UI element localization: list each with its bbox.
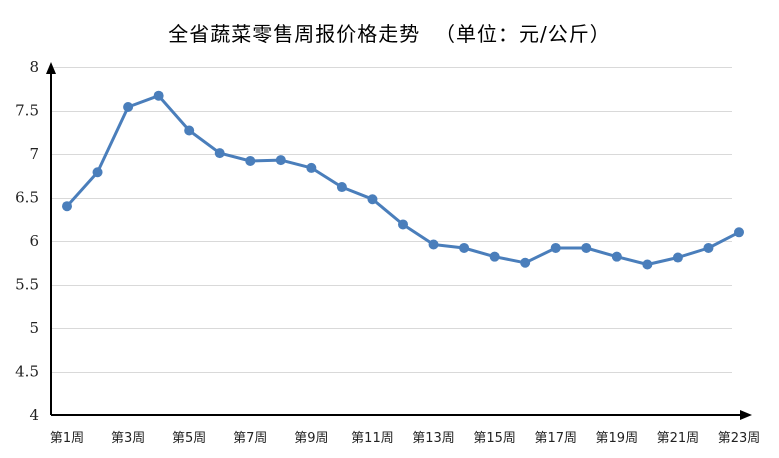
y-tick-label: 6 [29, 232, 39, 250]
data-point [123, 102, 134, 113]
x-tick-label: 第11周 [351, 431, 394, 446]
data-point [336, 182, 347, 193]
data-point [734, 227, 744, 238]
x-tick-label: 第7周 [233, 431, 267, 446]
data-point [153, 90, 164, 101]
x-tick-label: 第17周 [534, 431, 577, 446]
x-tick-label: 第15周 [473, 431, 516, 446]
x-tick-label: 第21周 [657, 431, 700, 446]
x-tick-label: 第3周 [111, 431, 145, 446]
series-line [65, 94, 741, 266]
data-point [92, 167, 103, 178]
x-tick-label: 第9周 [294, 431, 328, 446]
data-point [428, 239, 439, 250]
data-point [703, 242, 714, 253]
series [62, 90, 744, 270]
axes [46, 62, 752, 420]
data-point [581, 242, 592, 253]
y-tick-label: 7 [29, 145, 39, 163]
y-axis-arrow [46, 62, 56, 74]
data-point [367, 194, 378, 205]
x-tick-labels: 第1周 第3周 第5周 第7周 第9周 第11周 第13周 第15周 第17周 第19周 第21周 第… [50, 431, 760, 446]
x-tick-label: 第19周 [596, 431, 639, 446]
chart-title: 全省蔬菜零售周报价格走势 （单位：元/公斤） [168, 22, 611, 46]
data-point [459, 242, 470, 253]
y-tick-label: 7.5 [15, 102, 39, 120]
data-point [306, 162, 317, 173]
data-point [245, 155, 256, 166]
y-tick-label: 8 [29, 58, 39, 76]
data-point [62, 201, 72, 212]
gridlines [51, 67, 732, 373]
y-tick-label: 5 [29, 319, 39, 337]
y-tick-label: 4.5 [15, 363, 39, 381]
data-point [489, 251, 500, 262]
data-point [520, 257, 531, 268]
data-point [672, 252, 683, 263]
y-tick-label: 5.5 [15, 276, 39, 294]
data-point [184, 125, 195, 136]
data-point [398, 219, 408, 230]
y-tick-label: 4 [29, 406, 39, 424]
y-tick-label: 6.5 [15, 189, 39, 207]
data-point [214, 148, 225, 159]
data-point [642, 259, 653, 270]
x-tick-label: 第1周 [50, 431, 84, 446]
y-tick-labels: 4 4.5 5 5.5 6 6.5 7 7.5 8 [15, 58, 39, 424]
x-tick-label: 第23周 [718, 431, 761, 446]
data-point [611, 251, 622, 262]
x-tick-label: 第5周 [172, 431, 206, 446]
data-point [275, 155, 286, 166]
data-point [550, 242, 561, 253]
x-axis-arrow [740, 410, 752, 420]
x-tick-label: 第13周 [412, 431, 455, 446]
